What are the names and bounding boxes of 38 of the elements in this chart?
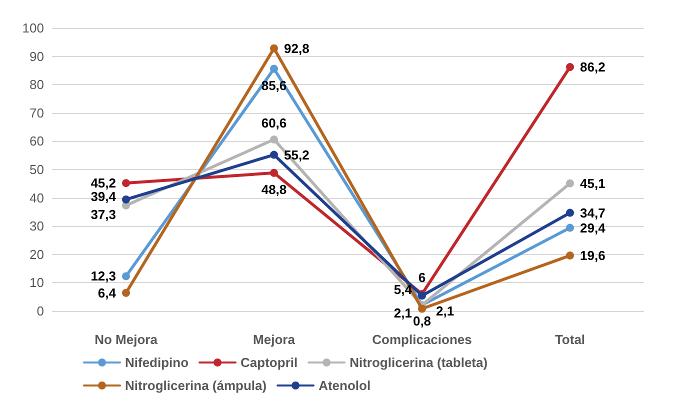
legend-label: Captopril [240, 355, 298, 370]
data-label: 2,1 [394, 306, 412, 321]
legend-label: Atenolol [318, 378, 371, 393]
legend-label: Nitroglicerina (tableta) [350, 355, 488, 370]
data-label: 45,1 [580, 176, 606, 191]
y-tick-label: 80 [30, 77, 44, 92]
data-label: 6,4 [98, 285, 117, 300]
data-label: 12,3 [90, 268, 116, 284]
y-tick-label: 70 [30, 105, 44, 120]
data-label: 6 [418, 270, 426, 286]
data-label: 2,1 [436, 304, 454, 319]
y-tick-label: 10 [30, 275, 44, 290]
data-label: 48,8 [261, 182, 287, 197]
y-tick-label: 40 [30, 190, 44, 206]
data-label: 86,2 [580, 60, 606, 75]
y-tick-label: 50 [30, 162, 44, 177]
data-label: 55,2 [284, 147, 310, 162]
y-tick-label: 0 [36, 304, 44, 318]
y-tick-label: 100 [22, 20, 44, 36]
data-label: 92,8 [284, 40, 310, 56]
y-tick-label: 60 [30, 134, 44, 149]
data-label: 45,2 [90, 176, 116, 191]
y-tick-label: 20 [30, 246, 44, 262]
data-label: 0,8 [412, 314, 432, 329]
data-label: 39,4 [90, 189, 117, 204]
legend-label: Nifedipino [125, 355, 189, 370]
data-label: 34,7 [580, 205, 606, 220]
x-tick-label: Total [554, 332, 586, 347]
data-label: 37,3 [90, 206, 116, 222]
x-tick-label: Mejora [253, 332, 296, 347]
x-tick-label: No Mejora [94, 332, 158, 347]
y-tick-label: 30 [30, 218, 44, 234]
data-label: 60,6 [261, 116, 287, 130]
y-tick-label: 90 [30, 48, 44, 64]
data-label: 19,6 [580, 248, 606, 264]
legend-label: Nitroglicerina (ámpula) [125, 378, 267, 393]
data-label: 29,4 [580, 220, 606, 236]
x-tick-label: Complicaciones [372, 332, 472, 347]
